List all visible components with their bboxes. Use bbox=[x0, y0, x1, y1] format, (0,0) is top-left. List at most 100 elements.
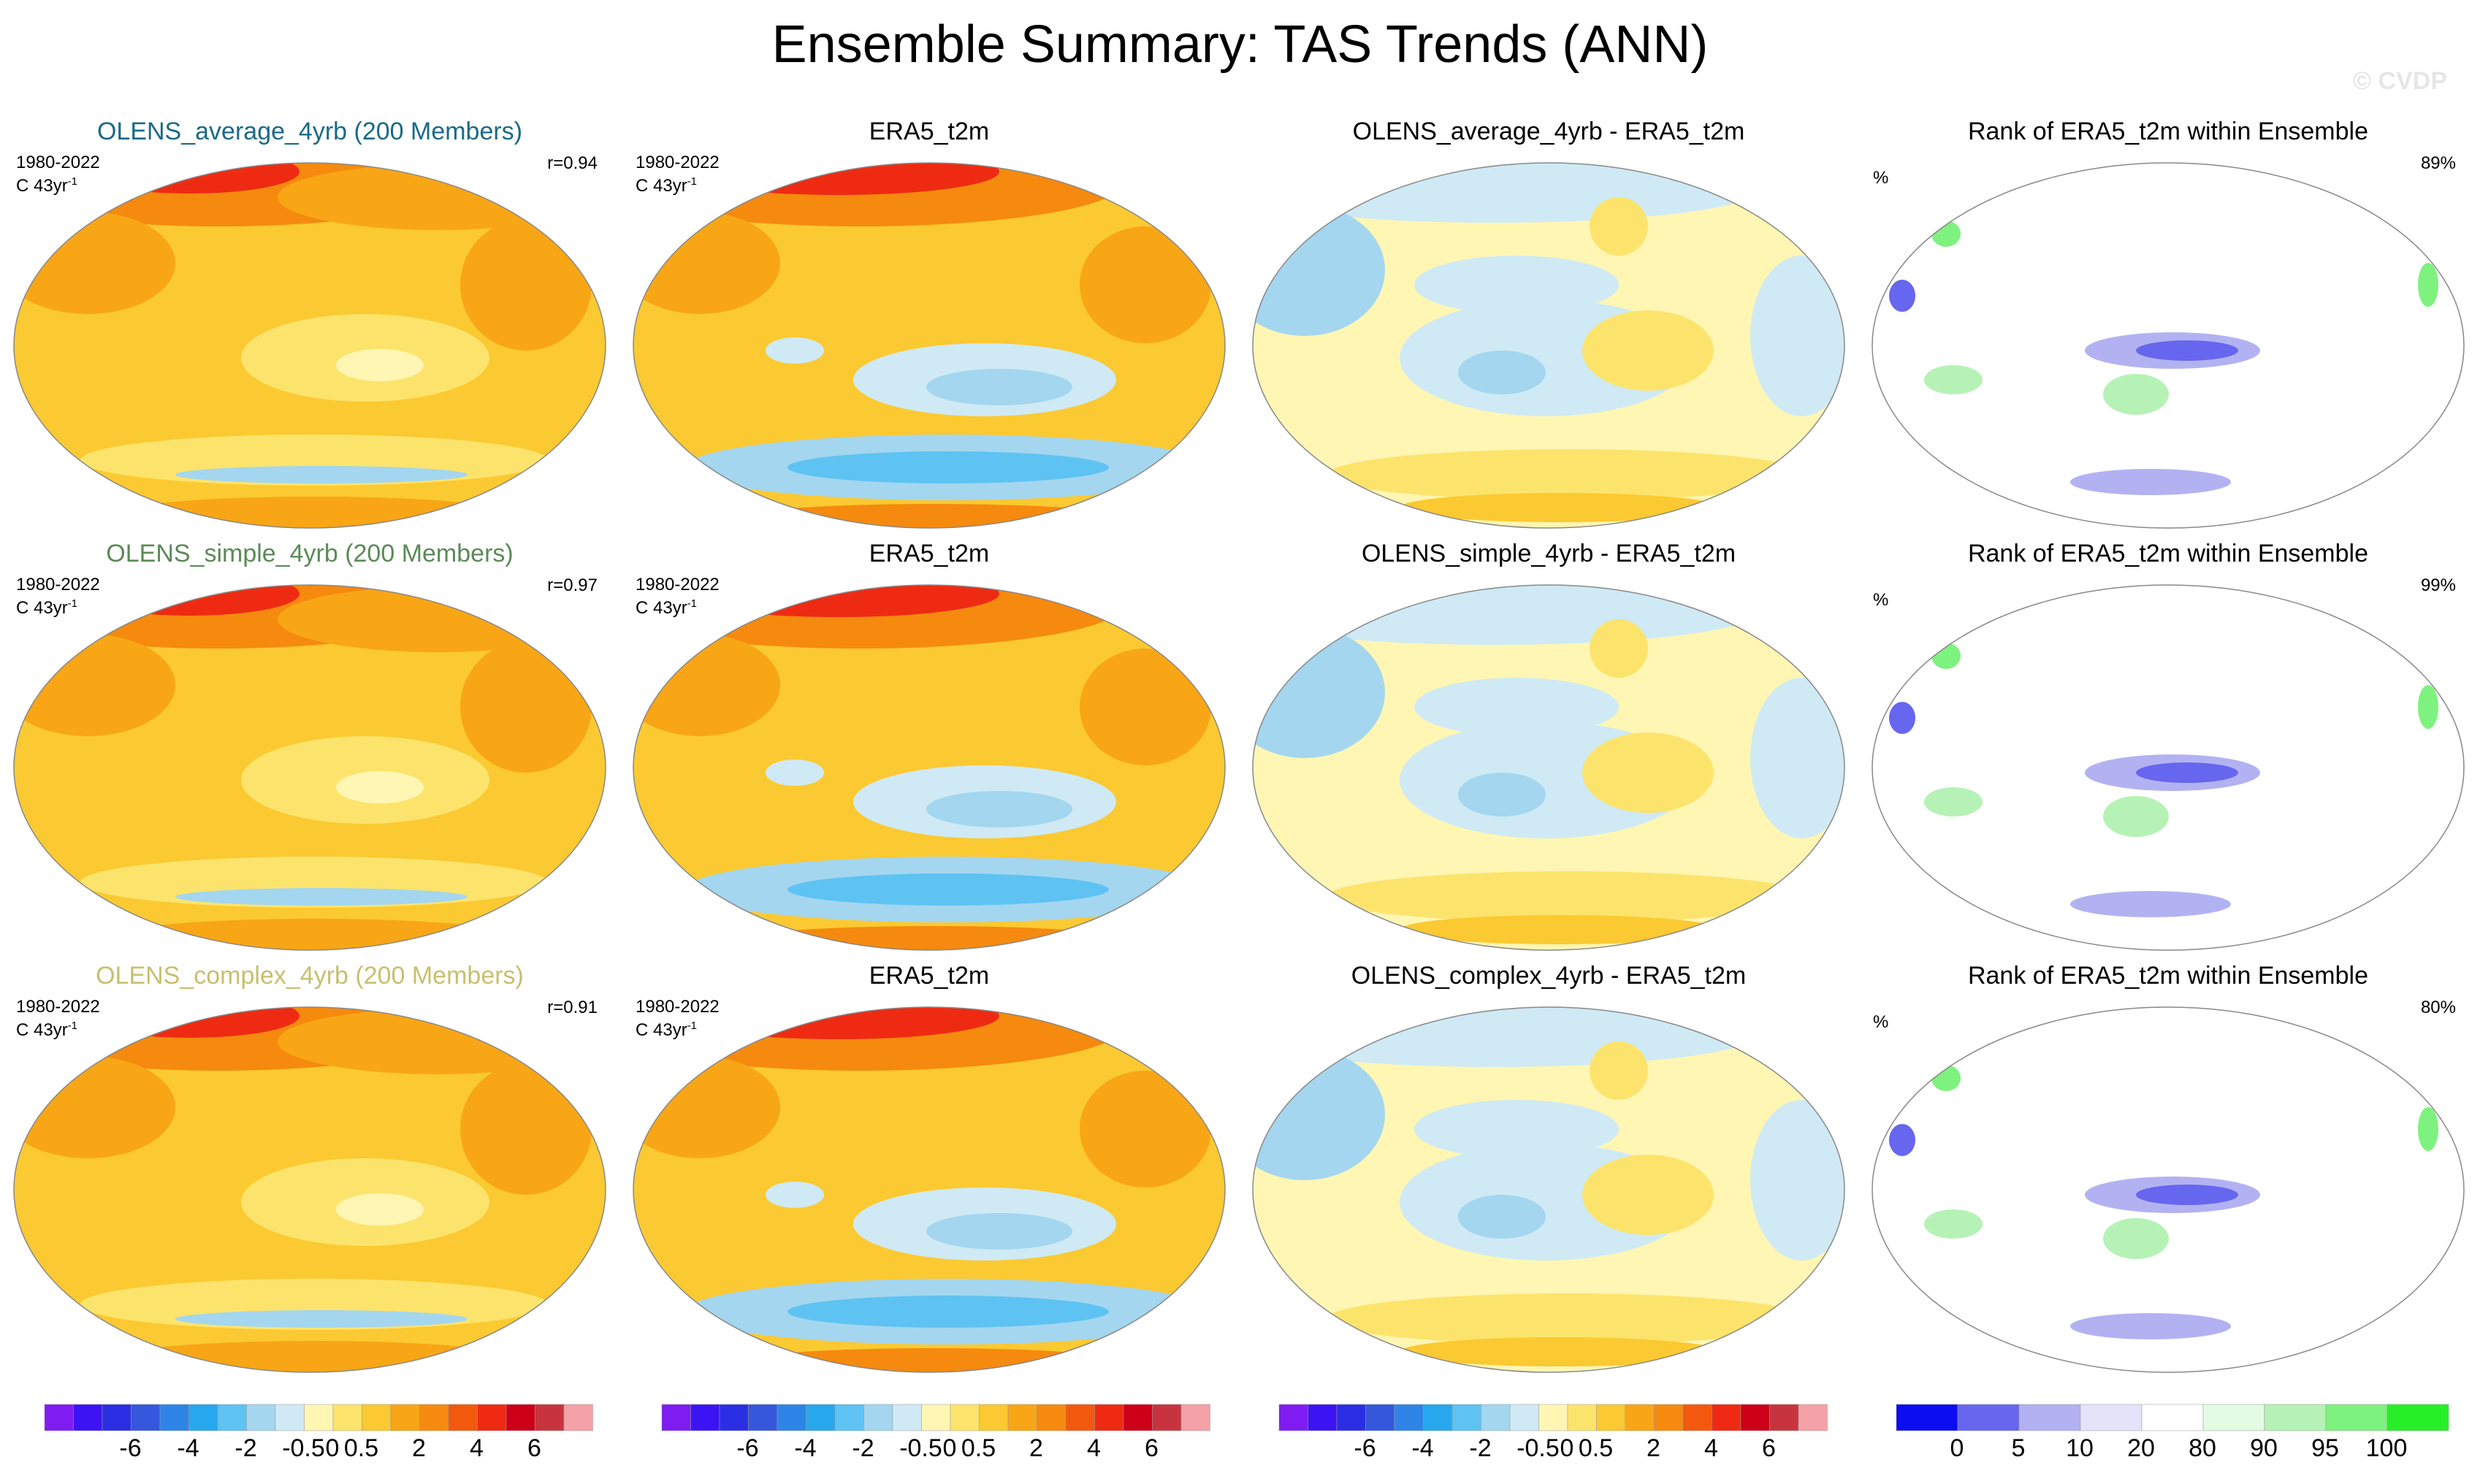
arctic-warming-core bbox=[80, 585, 299, 616]
antarctic-warm bbox=[714, 1348, 1153, 1372]
trend-colorbar-1: -6 -4 -2 -0.5 0 0.5 2 4 6 bbox=[44, 1404, 593, 1484]
panel-title: OLENS_average_4yrb - ERA5_t2m bbox=[1352, 118, 1745, 145]
colorbar-swatch bbox=[131, 1404, 161, 1431]
pacific-cool-core bbox=[1458, 351, 1546, 394]
colorbar-tick-label: -2 bbox=[852, 1434, 874, 1462]
map-panel-row1-col1: OLENS_average_4yrb (200 Members) 1980-202… bbox=[0, 117, 619, 539]
colorbar-swatch bbox=[1957, 1404, 2020, 1431]
percent-symbol: % bbox=[1873, 1012, 1889, 1032]
map-panel-row2-col4: Rank of ERA5_t2m within Ensemble% 99% bbox=[1858, 539, 2478, 961]
colorbar-tick-label: 2 bbox=[1029, 1434, 1043, 1462]
southern-ocean-cool bbox=[175, 888, 468, 906]
antarctic-warm bbox=[1400, 493, 1721, 522]
period-label: 1980-2022 C 43yr-1 bbox=[636, 998, 720, 1040]
robinson-map bbox=[1252, 584, 1845, 951]
period-label: 1980-2022 C 43yr-1 bbox=[16, 998, 100, 1040]
land-warming-east bbox=[460, 1063, 592, 1195]
colorbar-tick-label: 0.5 bbox=[961, 1434, 996, 1462]
antarctic-warm bbox=[1400, 915, 1721, 944]
colorbar-tick-label: 2 bbox=[412, 1434, 426, 1462]
colorbar-tick-label: 6 bbox=[1762, 1434, 1776, 1462]
americas-cool bbox=[1750, 678, 1844, 838]
low-rank-atlantic bbox=[1889, 280, 1915, 312]
pacific-cooling-core bbox=[926, 369, 1072, 405]
colorbar-swatch bbox=[2080, 1404, 2143, 1431]
map-outline bbox=[1252, 584, 1845, 951]
southern-ocean-cool-core bbox=[787, 873, 1109, 906]
low-rank-atlantic bbox=[1889, 1124, 1915, 1156]
colorbar-tick-label: -6 bbox=[119, 1434, 142, 1462]
map-outline bbox=[1872, 162, 2465, 529]
colorbar-tick-label: 6 bbox=[527, 1434, 541, 1462]
colorbar-swatch bbox=[1654, 1404, 1684, 1431]
pacific-core bbox=[336, 349, 424, 381]
colorbar-tick-label: 10 bbox=[2066, 1434, 2094, 1462]
period-label: 1980-2022 C 43yr-1 bbox=[636, 575, 720, 618]
map-outline bbox=[633, 1006, 1226, 1373]
colorbar-swatch bbox=[44, 1404, 74, 1431]
pacific-cooling-core bbox=[926, 791, 1072, 827]
map-panel-row3-col1: OLENS_complex_4yrb (200 Members) 1980-202… bbox=[0, 961, 619, 1383]
units-text: C 43yr bbox=[16, 598, 68, 618]
panel-title: OLENS_complex_4yrb - ERA5_t2m bbox=[1351, 962, 1747, 990]
colorbar-swatch bbox=[921, 1404, 951, 1431]
pacific-core bbox=[336, 771, 424, 803]
colorbar-swatch bbox=[1682, 1404, 1712, 1431]
north-pacific-warm bbox=[1590, 197, 1648, 256]
antarctic-warm bbox=[714, 926, 1153, 950]
robinson-map bbox=[1872, 584, 2465, 951]
east-pacific-warm bbox=[1582, 1155, 1714, 1235]
map-outline bbox=[633, 584, 1226, 951]
period-years: 1980-2022 bbox=[636, 153, 720, 172]
colorbar-swatch bbox=[2386, 1404, 2449, 1431]
colorbar-swatch bbox=[1509, 1404, 1539, 1431]
colorbar-swatch bbox=[1712, 1404, 1741, 1431]
pattern-correlation: r=0.97 bbox=[547, 575, 598, 595]
map-panel-row3-col4: Rank of ERA5_t2m within Ensemble% 80% bbox=[1858, 961, 2478, 1383]
colorbar-swatch bbox=[2325, 1404, 2388, 1431]
high-latitude-warming bbox=[278, 586, 599, 652]
arctic-warming-core bbox=[80, 163, 299, 194]
trend-units: C 43yr-1 bbox=[636, 594, 720, 618]
low-rank-southern bbox=[2070, 1313, 2231, 1339]
high-rank-south-pacific bbox=[2103, 1218, 2169, 1259]
high-latitude-warming bbox=[278, 1009, 599, 1074]
southern-ocean-warm bbox=[1327, 1293, 1809, 1345]
north-pacific-warm bbox=[1590, 619, 1648, 678]
high-rank-east bbox=[2418, 263, 2438, 307]
land-warming-east bbox=[1080, 1071, 1211, 1187]
units-exponent: -1 bbox=[67, 175, 78, 188]
high-rank-indian bbox=[1924, 365, 1983, 394]
units-exponent: -1 bbox=[67, 1020, 78, 1032]
southern-ocean-cool bbox=[175, 1310, 468, 1328]
southern-ocean-warm bbox=[1327, 871, 1809, 922]
period-years: 1980-2022 bbox=[16, 575, 100, 594]
trend-colorbar-3: -6 -4 -2 -0.5 0 0.5 2 4 6 bbox=[1278, 1404, 1828, 1484]
panel-title: Rank of ERA5_t2m within Ensemble bbox=[1967, 540, 2369, 567]
robinson-map bbox=[633, 1006, 1226, 1373]
pacific-cool-north bbox=[1414, 256, 1619, 314]
colorbar-swatch bbox=[661, 1404, 691, 1431]
americas-cool bbox=[1750, 1100, 1844, 1261]
map-panel-row2-col3: OLENS_simple_4yrb - ERA5_t2m bbox=[1239, 539, 1858, 961]
indian-ocean-cool bbox=[766, 760, 824, 786]
colorbar-swatch bbox=[1567, 1404, 1597, 1431]
colorbar-tick-label: -4 bbox=[794, 1434, 817, 1462]
robinson-map bbox=[1872, 162, 2465, 529]
antarctic-warm bbox=[1400, 1337, 1721, 1366]
east-pacific-warm bbox=[1582, 310, 1714, 391]
colorbar-tick-label: 4 bbox=[1704, 1434, 1718, 1462]
map-panel-row2-col2: ERA5_t2m 1980-2022 C 43yr-1 bbox=[619, 539, 1239, 961]
americas-cool bbox=[1750, 256, 1844, 416]
robinson-map bbox=[13, 584, 606, 951]
pacific-cool-north bbox=[1414, 1100, 1619, 1158]
colorbar-tick-label: 4 bbox=[470, 1434, 484, 1462]
map-panel-row1-col4: Rank of ERA5_t2m within Ensemble% 89% bbox=[1858, 117, 2478, 539]
antarctic-warm bbox=[714, 504, 1153, 528]
colorbar-swatch bbox=[1538, 1404, 1568, 1431]
colorbar-swatch bbox=[690, 1404, 720, 1431]
colorbar-swatch bbox=[1065, 1404, 1095, 1431]
high-latitude-warming bbox=[278, 164, 599, 230]
colorbar-tick-label: -4 bbox=[177, 1434, 199, 1462]
colorbar-swatch bbox=[1152, 1404, 1182, 1431]
